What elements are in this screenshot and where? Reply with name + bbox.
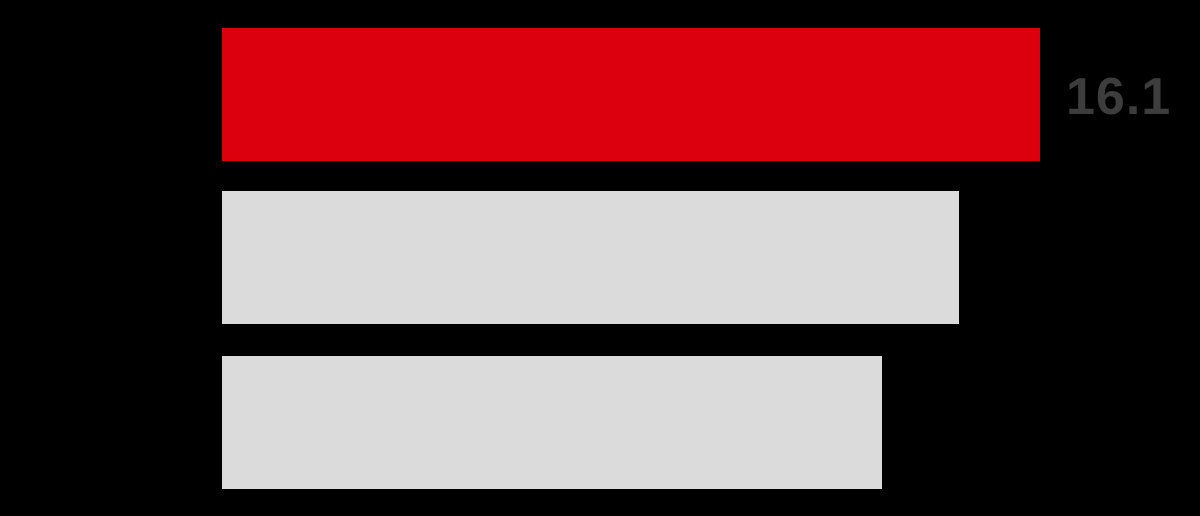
bar-row: [222, 191, 959, 324]
bar-value-label: 16.1: [1066, 68, 1172, 126]
bar: [222, 28, 1040, 161]
bar-row: 16.1: [222, 28, 1171, 161]
bar: [222, 356, 882, 489]
bar: [222, 191, 959, 324]
bar-row: [222, 356, 882, 489]
